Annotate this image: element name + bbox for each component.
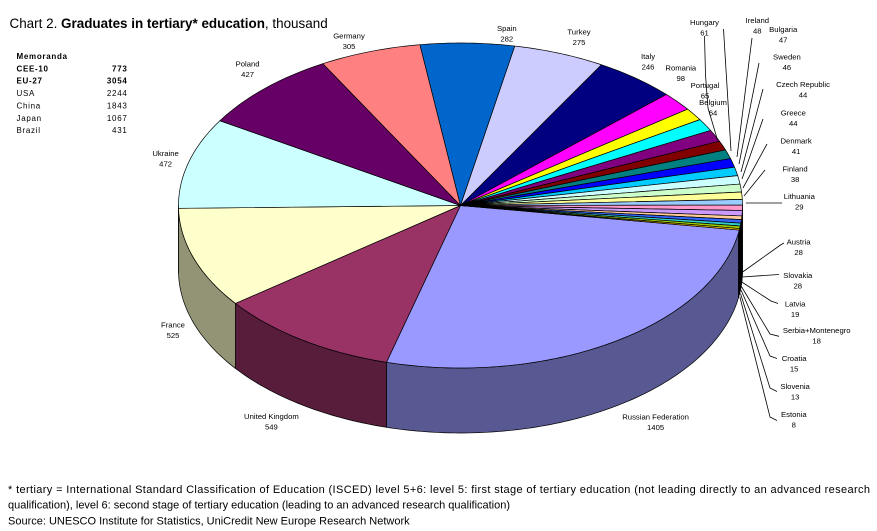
- svg-text:Sweden: Sweden: [773, 52, 801, 61]
- svg-text:431: 431: [112, 126, 127, 135]
- svg-text:Belgium: Belgium: [699, 98, 727, 107]
- svg-text:1067: 1067: [107, 114, 128, 123]
- svg-text:18: 18: [812, 336, 821, 345]
- svg-text:Hungary: Hungary: [690, 18, 719, 27]
- svg-text:44: 44: [789, 119, 798, 128]
- svg-text:Source: UNESCO Institute for S: Source: UNESCO Institute for Statistics,…: [8, 515, 410, 527]
- svg-text:13: 13: [791, 392, 800, 401]
- svg-text:2244: 2244: [107, 89, 128, 98]
- svg-text:549: 549: [265, 423, 278, 432]
- svg-text:65: 65: [701, 92, 710, 101]
- svg-text:427: 427: [241, 70, 254, 79]
- svg-text:8: 8: [792, 421, 796, 430]
- svg-text:Slovenia: Slovenia: [780, 382, 810, 391]
- svg-text:Croatia: Croatia: [782, 354, 808, 363]
- svg-text:Czech Republic: Czech Republic: [776, 80, 830, 89]
- svg-text:1843: 1843: [107, 101, 128, 110]
- svg-text:Finland: Finland: [782, 164, 807, 173]
- svg-text:Italy: Italy: [641, 52, 655, 61]
- svg-text:15: 15: [790, 364, 799, 373]
- svg-text:41: 41: [792, 147, 801, 156]
- svg-text:44: 44: [799, 91, 808, 100]
- svg-text:Russian Federation: Russian Federation: [622, 413, 689, 422]
- svg-text:Turkey: Turkey: [567, 27, 590, 36]
- svg-text:38: 38: [791, 175, 800, 184]
- svg-text:USA: USA: [17, 89, 36, 98]
- svg-text:Chart 2. Graduates in tertiary: Chart 2. Graduates in tertiary* educatio…: [10, 16, 328, 31]
- svg-text:3054: 3054: [107, 77, 128, 86]
- svg-text:CEE-10: CEE-10: [17, 64, 49, 73]
- svg-text:28: 28: [794, 248, 803, 257]
- svg-text:qualification), level 6: secon: qualification), level 6: second stage of…: [8, 500, 510, 512]
- svg-text:61: 61: [700, 28, 709, 37]
- svg-text:Bulgaria: Bulgaria: [769, 25, 798, 34]
- svg-text:Greece: Greece: [781, 109, 806, 118]
- svg-text:EU-27: EU-27: [17, 77, 43, 86]
- svg-text:Estonia: Estonia: [781, 410, 807, 419]
- svg-text:Austria: Austria: [787, 237, 812, 246]
- svg-text:282: 282: [500, 34, 513, 43]
- svg-text:275: 275: [573, 38, 586, 47]
- svg-text:United Kingdom: United Kingdom: [244, 412, 299, 421]
- svg-text:Spain: Spain: [497, 24, 517, 33]
- svg-text:France: France: [161, 320, 185, 329]
- svg-text:Poland: Poland: [236, 60, 260, 69]
- svg-text:Portugal: Portugal: [691, 81, 720, 90]
- svg-text:Slovakia: Slovakia: [783, 271, 813, 280]
- svg-text:Brazil: Brazil: [17, 126, 41, 135]
- svg-text:China: China: [17, 101, 41, 110]
- svg-text:Japan: Japan: [17, 114, 42, 123]
- svg-text:Latvia: Latvia: [785, 300, 806, 309]
- svg-text:Denmark: Denmark: [781, 136, 812, 145]
- svg-text:28: 28: [794, 282, 803, 291]
- svg-text:773: 773: [112, 64, 127, 73]
- svg-text:29: 29: [795, 203, 804, 212]
- svg-text:98: 98: [677, 74, 686, 83]
- svg-text:472: 472: [159, 159, 172, 168]
- svg-text:Romania: Romania: [665, 64, 696, 73]
- svg-text:Lithuania: Lithuania: [784, 192, 816, 201]
- svg-text:Ireland: Ireland: [746, 16, 770, 25]
- svg-text:19: 19: [791, 310, 800, 319]
- svg-text:Ukraine: Ukraine: [152, 149, 179, 158]
- svg-text:Serbia+Montenegro: Serbia+Montenegro: [783, 326, 851, 335]
- svg-text:* tertiary = International Sta: * tertiary = International Standard Clas…: [8, 484, 870, 496]
- svg-text:48: 48: [753, 26, 762, 35]
- svg-text:64: 64: [709, 109, 718, 118]
- svg-text:1405: 1405: [647, 423, 664, 432]
- svg-text:Germany: Germany: [333, 32, 365, 41]
- svg-text:47: 47: [779, 35, 788, 44]
- svg-text:525: 525: [167, 331, 180, 340]
- svg-text:Memoranda: Memoranda: [17, 52, 68, 61]
- svg-text:246: 246: [642, 63, 655, 72]
- svg-text:305: 305: [343, 42, 356, 51]
- svg-text:46: 46: [783, 63, 792, 72]
